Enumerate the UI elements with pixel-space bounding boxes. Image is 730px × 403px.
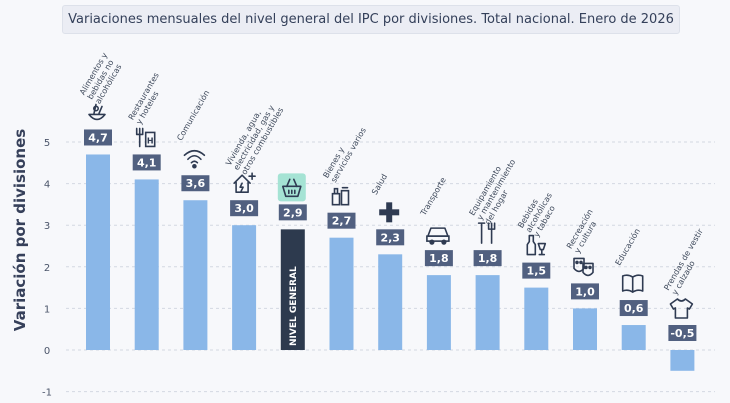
bar-nivel-general — [280, 229, 305, 350]
value-label-text: 1,8 — [429, 252, 449, 265]
category-label: Transporte — [418, 176, 448, 218]
category-label: Equipamientoy mantenimientodel hogar — [468, 153, 526, 226]
category-label-line: Educación — [613, 226, 642, 267]
value-label-bg — [668, 325, 697, 341]
svg-text:H: H — [147, 136, 154, 145]
house-energy-icon — [233, 172, 256, 193]
value-label-bg — [132, 154, 161, 171]
value-label-bg — [619, 300, 648, 317]
category-label: Alimentos ybebidas noalcohólicas — [78, 51, 125, 106]
y-tick-label: 1 — [44, 304, 50, 315]
value-label: 1,5 — [522, 262, 551, 279]
value-label-text: 1,0 — [575, 285, 595, 298]
bar-transporte — [426, 275, 451, 350]
theater-masks-icon — [573, 257, 594, 277]
category-label-line: Comunicación — [174, 88, 211, 142]
y-tick-label: 5 — [44, 138, 50, 149]
chart-title: Variaciones mensuales del nivel general … — [62, 5, 680, 34]
value-label-text: 2,7 — [332, 215, 352, 228]
value-label: 2,9 — [278, 204, 307, 221]
value-label-bg — [473, 250, 502, 267]
tshirt-icon — [669, 298, 694, 319]
category-label: Educación — [613, 226, 642, 267]
bar-educacion — [621, 325, 646, 350]
bar-equipamiento-y-mantenimiento-del-hogar — [475, 275, 500, 350]
value-label: 1,8 — [424, 250, 453, 267]
value-label-text: 0,6 — [624, 302, 644, 315]
y-tick-label: 4 — [44, 180, 50, 191]
value-label: 3,6 — [181, 175, 210, 192]
food-basket-icon — [88, 103, 106, 121]
value-label-bg — [84, 129, 112, 146]
value-label-text: 2,9 — [283, 206, 303, 219]
category-label-line: Salud — [370, 172, 389, 196]
y-tick-label: 2 — [44, 263, 50, 274]
y-tick-label: 3 — [44, 221, 50, 232]
bar-recreacion-y-cultura — [573, 308, 597, 350]
y-tick-label: 0 — [44, 346, 50, 357]
shopping-basket-icon — [277, 173, 306, 202]
category-label: Vivienda, agua,electricidad, gas yotros … — [224, 97, 285, 176]
car-icon — [426, 227, 450, 245]
book-icon — [621, 274, 644, 293]
bar-vivienda-agua-electricidad-gas-y-otros-combustibles — [232, 225, 257, 350]
value-label-text: 1,5 — [527, 265, 547, 278]
cosmetics-icon — [331, 186, 350, 206]
value-label-bg — [230, 200, 259, 217]
category-label: Comunicación — [174, 88, 211, 142]
restaurant-hotel-icon: H — [135, 127, 156, 148]
bar-alimentos-y-bebidas-no-alcoholicas — [86, 154, 110, 350]
value-label-text: 4,1 — [137, 156, 157, 169]
category-label-line: Transporte — [418, 176, 448, 218]
value-label: 1,0 — [571, 283, 599, 300]
value-label-text: 3,6 — [186, 177, 206, 190]
value-label: 4,1 — [132, 154, 161, 171]
wifi-icon — [183, 149, 206, 169]
bar-salud — [378, 254, 403, 350]
bar-bienes-y-servicios-varios — [329, 237, 354, 350]
bar-prendas-de-vestir-y-calzado — [670, 350, 695, 371]
value-label: 2,7 — [327, 212, 356, 229]
value-label-text: 3,0 — [234, 202, 254, 215]
value-label-bg — [327, 212, 356, 229]
tools-icon — [477, 222, 496, 244]
value-label-text: 4,7 — [88, 131, 108, 144]
category-label: Bienes yservicios varios — [321, 122, 367, 185]
value-label-bg — [376, 229, 405, 246]
value-label-text: -0,5 — [670, 327, 694, 340]
value-label-bg — [571, 283, 599, 300]
category-label: Bebidasalcohólicasy tabaco — [516, 187, 562, 239]
value-label: 3,0 — [230, 200, 259, 217]
bar-inner-label: NIVEL GENERAL — [289, 266, 299, 346]
health-cross-icon — [379, 202, 400, 223]
bar-restaurantes-y-hoteles — [134, 179, 159, 350]
value-label: 4,7 — [84, 129, 112, 146]
category-label: Restaurantesy hoteles — [127, 71, 169, 126]
bottle-glass-icon — [526, 234, 547, 256]
value-label-bg — [522, 262, 551, 279]
value-label-text: 2,3 — [380, 231, 400, 244]
value-label-bg — [181, 175, 210, 192]
bar-comunicacion — [183, 200, 208, 350]
value-label-text: 1,8 — [478, 252, 498, 265]
value-label: 1,8 — [473, 250, 502, 267]
value-label: 0,6 — [619, 300, 648, 317]
value-label-bg — [424, 250, 453, 267]
bar-bebidas-alcoholicas-y-tabaco — [524, 287, 549, 350]
value-label-bg — [278, 204, 307, 221]
y-tick-label: -1 — [42, 388, 52, 399]
category-label: Salud — [370, 172, 389, 196]
value-label: -0,5 — [668, 325, 697, 341]
category-label: Recreacióny cultura — [564, 207, 602, 255]
value-label: 2,3 — [376, 229, 405, 246]
category-label: Prendas de vestiry calzado — [662, 227, 713, 297]
